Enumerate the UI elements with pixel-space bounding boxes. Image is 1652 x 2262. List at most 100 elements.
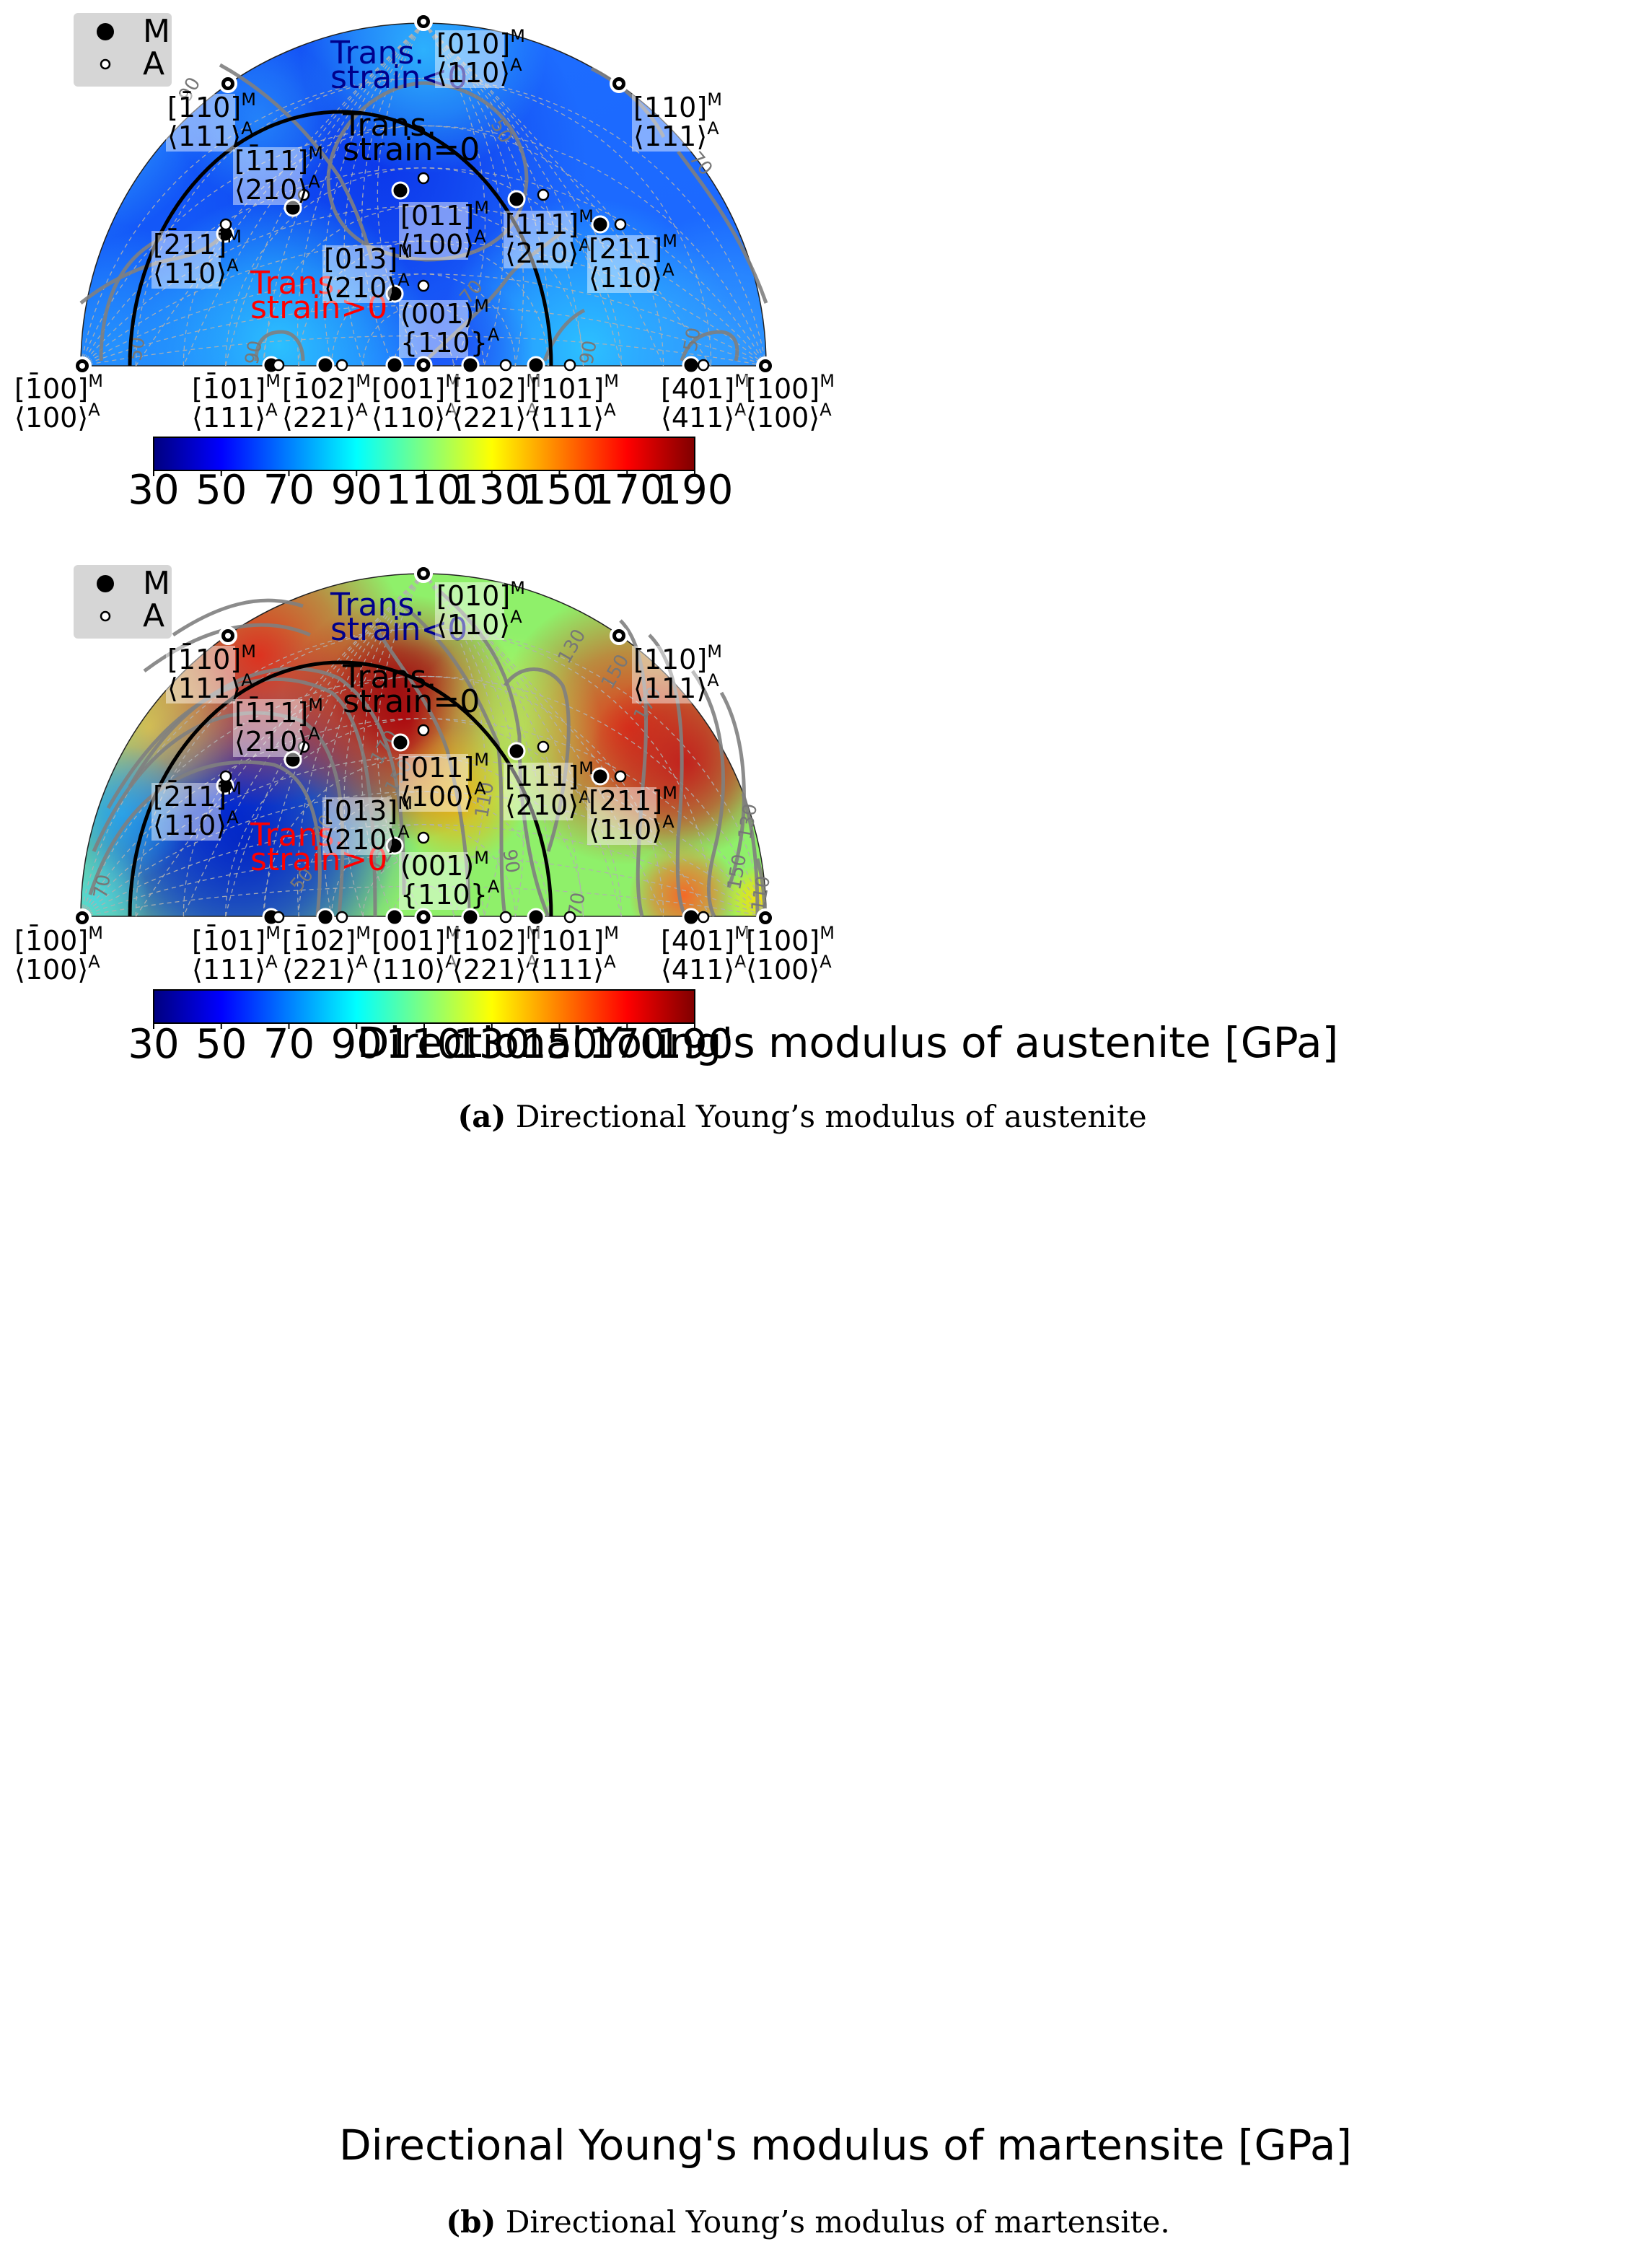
orientation-label-m011: [011]M⟨100⟩A [399, 198, 489, 260]
orientation-label-m110: [110]M⟨111⟩A [632, 641, 722, 704]
orientation-label-m100: [100]M⟨100⟩A [744, 371, 835, 434]
orientation-label-m101: [101]M⟨111⟩A [529, 923, 619, 986]
austenite-index: ⟨111⟩A [167, 670, 253, 704]
label-backdrop [190, 927, 260, 985]
austenite-index: ⟨210⟩A [505, 235, 591, 269]
colorbar-tick-label: 30 [128, 1021, 179, 1068]
martensite-index: [102]M [452, 371, 541, 405]
martensite-index: [001]M [372, 923, 460, 957]
martensite-index: [110]M [633, 641, 722, 675]
martensite-index: [011]M [400, 750, 489, 784]
label-backdrop [281, 927, 350, 985]
austenite-direction-marker [419, 569, 428, 578]
austenite-index: ⟨100⟩A [746, 952, 832, 986]
orientation-label-m401: [401]M⟨411⟩A [659, 371, 750, 434]
grid-parallel [80, 335, 767, 367]
orientation-label-m100neg: [1̄00]M⟨100⟩A [13, 923, 103, 986]
grid-meridian [423, 22, 524, 367]
label-backdrop [399, 300, 468, 358]
grid-meridian [322, 22, 424, 367]
legend-austenite: MA [74, 13, 172, 87]
orientation-label-m111neg: [1̄11]M⟨210⟩A [233, 143, 323, 206]
label-backdrop [370, 927, 439, 985]
grid-meridian [135, 573, 424, 917]
grid-meridian [263, 22, 424, 367]
contour-line [106, 677, 377, 917]
grid-concentric [263, 755, 584, 917]
martensite-index: [1̄01]M [192, 371, 281, 405]
grid-meridian [361, 573, 424, 917]
contour-value-label: 90 [498, 848, 523, 875]
martensite-direction-marker [591, 767, 610, 786]
martensite-index: [401]M [661, 371, 750, 405]
legend-marker-m [97, 575, 114, 592]
colorbar-tick-label: 50 [195, 467, 247, 514]
orientation-label-m011: [011]M⟨100⟩A [399, 750, 489, 812]
colorbar-tick-label: 150 [521, 1021, 598, 1068]
martensite-index: [1̄00]M [14, 371, 103, 405]
austenite-direction-marker [563, 911, 576, 924]
label-backdrop [151, 783, 221, 841]
orientation-label-m101: [101]M⟨111⟩A [529, 371, 619, 434]
austenite-index: {110}A [400, 325, 500, 359]
orientation-label-m110neg: [1̄10]M⟨111⟩A [166, 89, 256, 152]
austenite-index: ⟨111⟩A [633, 118, 719, 152]
orientation-label-m111neg: [1̄11]M⟨210⟩A [233, 695, 323, 758]
austenite-index: ⟨111⟩A [530, 952, 616, 986]
colorbar-tick-label: 130 [453, 467, 530, 514]
grid-parallel [80, 205, 767, 367]
martensite-direction-marker [284, 198, 302, 217]
austenite-direction-marker [297, 188, 310, 201]
martensite-direction-marker [682, 356, 700, 374]
panel-martensite: 70 50901701501201109070130150170150130110… [13, 564, 1352, 2240]
grid-meridian [423, 22, 486, 367]
colorbar-label-austenite: Directional Young's modulus of austenite… [357, 1018, 1338, 1067]
contour-line [503, 667, 571, 852]
orientation-label-m102neg: [1̄02]M⟨221⟩A [281, 923, 371, 986]
austenite-index: ⟨110⟩A [436, 607, 522, 641]
grid-meridian [343, 22, 424, 367]
austenite-index: ⟨221⟩A [282, 400, 368, 434]
austenite-index: ⟨100⟩A [400, 227, 486, 260]
grid-meridian [225, 22, 424, 367]
transformation-strain-zero-boundary [128, 110, 553, 367]
martensite-direction-marker [316, 356, 335, 374]
austenite-direction-marker [297, 740, 310, 753]
martensite-index: [2̄11]M [153, 227, 242, 260]
orientation-label-m001p: (001)M{110}A [399, 296, 500, 359]
legend-label-m: M [143, 13, 170, 50]
orientation-label-m401: [401]M⟨411⟩A [659, 923, 750, 986]
region-labels-austenite: Trans.strain<0Trans.strain=0Trans.strain… [250, 35, 480, 326]
region-label-neg: strain<0 [330, 611, 467, 648]
austenite-direction-marker [537, 740, 550, 753]
grid-meridian [377, 22, 424, 367]
grid-parallel [80, 855, 767, 917]
colorbar-tick-label: 150 [521, 467, 598, 514]
orientation-label-m211neg: [2̄11]M⟨110⟩A [151, 779, 242, 841]
colorbar-tick-label: 190 [656, 467, 734, 514]
austenite-direction-marker [697, 359, 710, 372]
heatmap-region [410, 631, 602, 824]
contour-line [92, 711, 345, 917]
contour-line [254, 330, 305, 361]
grid-parallel [80, 304, 767, 367]
grid-parallel [80, 77, 767, 367]
austenite-direction-marker [417, 279, 430, 292]
grid-meridian [343, 573, 424, 917]
martensite-index: [013]M [324, 241, 413, 275]
region-label-pos: Trans. [250, 265, 344, 302]
contour-line [403, 605, 507, 917]
contour-line [439, 590, 550, 917]
colorbar-tick-label: 50 [195, 1021, 247, 1068]
orientation-label-m111: [111]M⟨210⟩A [504, 758, 594, 821]
colorbar-tick-label: 170 [589, 1021, 666, 1068]
grid-parallel [80, 240, 767, 367]
austenite-index: ⟨411⟩A [661, 400, 747, 434]
grid-meridian [423, 573, 622, 917]
austenite-index: ⟨111⟩A [192, 400, 278, 434]
contour-line [373, 626, 471, 917]
grid-meridian [423, 573, 664, 917]
austenite-index: ⟨110⟩A [372, 400, 457, 434]
austenite-direction-marker [335, 911, 348, 924]
